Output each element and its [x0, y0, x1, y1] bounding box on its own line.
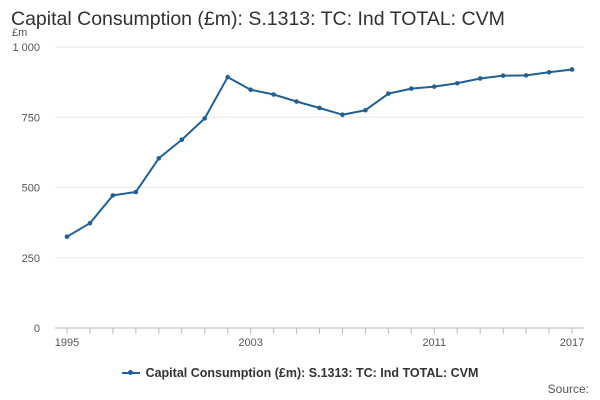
data-point	[546, 69, 552, 75]
y-tick-label: 500	[22, 183, 40, 195]
data-point	[248, 87, 253, 93]
data-point	[569, 67, 575, 72]
data-point	[477, 76, 483, 81]
data-point	[87, 220, 93, 226]
series-layer	[64, 67, 575, 239]
data-point	[523, 73, 529, 78]
legend-label: Capital Consumption (£m): S.1313: TC: In…	[145, 366, 479, 380]
data-point	[409, 86, 414, 91]
source-label: Source:	[547, 382, 589, 396]
data-point	[64, 234, 70, 239]
y-tick-label: 250	[22, 253, 40, 265]
x-tick-label: 1995	[55, 337, 79, 349]
x-axis	[66, 328, 573, 334]
data-point	[317, 105, 322, 111]
tick-labels: 0 250 500 750 1 000 1995 2003 2011 2017	[12, 42, 584, 349]
data-point	[179, 137, 185, 143]
data-point	[363, 107, 368, 113]
x-tick-label: 2003	[238, 337, 262, 349]
legend-swatch	[121, 369, 140, 375]
y-axis-unit-label: £m	[12, 27, 28, 39]
x-tick-label: 2017	[560, 337, 584, 349]
data-point	[500, 73, 506, 78]
data-point	[271, 92, 276, 97]
data-point	[340, 112, 345, 118]
data-point	[202, 116, 208, 121]
y-tick-label: 750	[22, 112, 40, 124]
data-point	[156, 155, 162, 161]
y-tick-label: 1 000	[12, 42, 40, 54]
data-point	[225, 74, 230, 80]
data-point	[386, 91, 391, 96]
data-point	[133, 189, 139, 195]
data-point	[110, 193, 116, 198]
series-line	[66, 68, 573, 238]
chart-title: Capital Consumption (£m): S.1313: TC: In…	[11, 8, 505, 30]
data-point	[454, 80, 460, 86]
y-tick-label: 0	[34, 323, 40, 335]
legend: Capital Consumption (£m): S.1313: TC: In…	[0, 366, 600, 380]
data-point	[431, 84, 437, 89]
x-tick-label: 2011	[422, 337, 446, 349]
gridlines	[55, 46, 584, 329]
data-point	[294, 99, 299, 104]
